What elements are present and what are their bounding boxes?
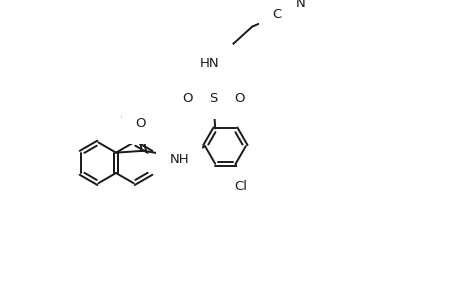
Text: NH: NH bbox=[169, 153, 189, 166]
Text: O: O bbox=[134, 117, 145, 130]
Text: O: O bbox=[234, 92, 244, 105]
Text: HN: HN bbox=[199, 57, 219, 70]
Text: Cl: Cl bbox=[234, 181, 247, 194]
Text: O: O bbox=[182, 92, 192, 105]
Text: S: S bbox=[209, 92, 217, 105]
Text: OH: OH bbox=[120, 111, 141, 124]
Text: C: C bbox=[271, 8, 280, 21]
Text: N: N bbox=[295, 0, 305, 10]
